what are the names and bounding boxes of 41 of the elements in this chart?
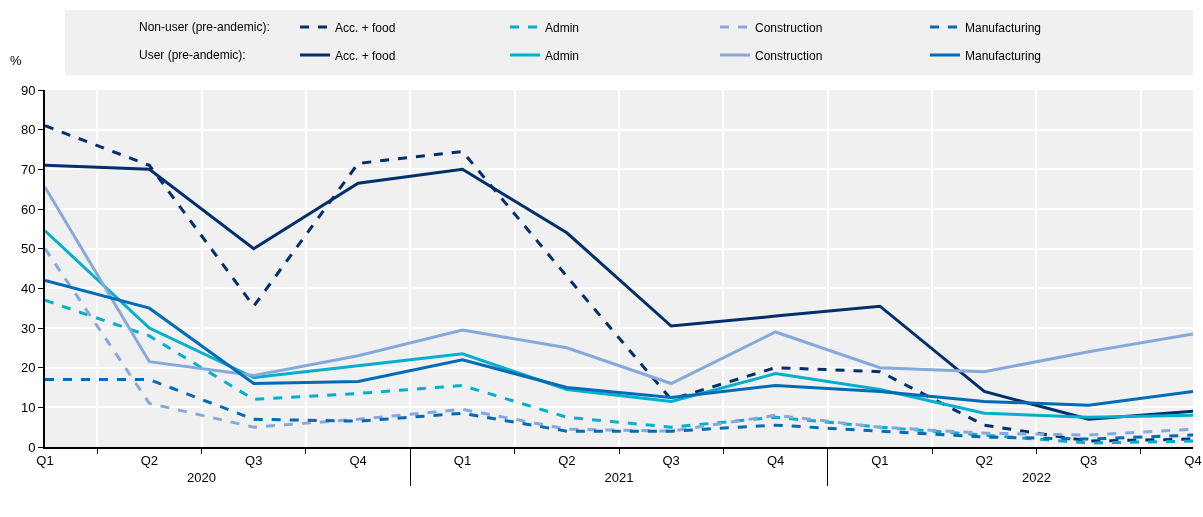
x-tick-label: Q3 bbox=[662, 452, 680, 468]
legend-label: Acc. + food bbox=[335, 48, 396, 63]
y-axis-title: % bbox=[10, 53, 22, 68]
text: Non-user (pre-andemic): bbox=[139, 20, 270, 34]
line-series bbox=[45, 278, 1193, 407]
x-tick-label: Q4 bbox=[766, 452, 785, 468]
text: 2021 bbox=[604, 469, 634, 485]
y-tick-label: 70 bbox=[20, 161, 36, 177]
y-tick-label: 20 bbox=[20, 360, 36, 376]
x-tick-label: Q4 bbox=[349, 452, 367, 468]
y-tick-label: 60 bbox=[20, 201, 36, 217]
x-tick-label: Q1 bbox=[453, 452, 472, 468]
legend-label: Admin bbox=[545, 48, 580, 63]
line-series bbox=[45, 298, 1193, 445]
y-tick-label: 80 bbox=[20, 122, 36, 138]
y-tick-label: 40 bbox=[20, 280, 36, 296]
y-tick-label: 90 bbox=[20, 82, 36, 98]
legend-label: Construction bbox=[755, 20, 823, 35]
y-tick-label: 30 bbox=[20, 320, 36, 336]
x-tick-label: Q3 bbox=[1079, 452, 1098, 468]
text: User (pre-andemic): bbox=[139, 48, 246, 62]
legend-label: Admin bbox=[545, 20, 580, 35]
legend-label: Acc. + food bbox=[335, 20, 396, 35]
x-tick-label: Q2 bbox=[140, 452, 159, 468]
x-tick-label: Q1 bbox=[871, 452, 889, 468]
text: 2022 bbox=[1021, 469, 1051, 485]
y-tick-label: 10 bbox=[20, 399, 36, 415]
x-tick-label: Q2 bbox=[558, 452, 576, 468]
x-tick-label: Q1 bbox=[36, 452, 54, 468]
x-tick-label: Q4 bbox=[1184, 452, 1202, 468]
y-tick-label: 50 bbox=[20, 241, 36, 257]
text: 2020 bbox=[187, 469, 217, 485]
legend-label: Manufacturing bbox=[965, 48, 1042, 63]
x-tick-label: Q2 bbox=[975, 452, 993, 468]
legend-label: Manufacturing bbox=[965, 20, 1042, 35]
line-series bbox=[45, 378, 1193, 441]
line-series bbox=[45, 185, 1193, 386]
x-tick-label: Q3 bbox=[245, 452, 263, 468]
line-series bbox=[45, 124, 1193, 443]
legend-label: Construction bbox=[755, 48, 823, 63]
y-tick-label: 0 bbox=[28, 439, 36, 455]
